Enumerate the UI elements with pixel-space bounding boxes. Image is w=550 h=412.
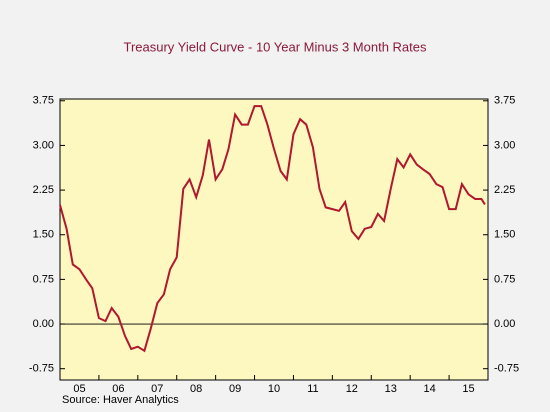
y2-tick-label: 0.00 [494, 318, 515, 330]
x-tick-label: 13 [385, 383, 397, 395]
y2-tick-label: 3.75 [494, 95, 515, 107]
series-line [59, 105, 486, 353]
x-tick-label: 08 [190, 383, 202, 395]
y2-tick-label: 2.25 [494, 184, 515, 196]
x-tick-label: 12 [346, 383, 358, 395]
y-tick-label: 3.75 [33, 95, 54, 107]
y-tick-label: -0.75 [29, 363, 54, 375]
x-tick-label: 06 [112, 383, 124, 395]
y2-tick-label: 0.75 [494, 273, 515, 285]
x-tick-label: 11 [307, 383, 318, 395]
y-tick-label: 0.75 [33, 273, 54, 285]
x-tick-label: 05 [73, 383, 85, 395]
x-tick-label: 07 [151, 383, 163, 395]
x-tick-label: 09 [229, 383, 241, 395]
y-tick-label: 1.50 [33, 229, 54, 241]
x-tick-label: 15 [462, 383, 474, 395]
y2-tick-label: 1.50 [494, 229, 515, 241]
plot-area [59, 98, 489, 381]
y2-tick-label: -0.75 [494, 363, 519, 375]
source-note: Source: Haver Analytics [62, 394, 179, 406]
x-tick-label: 14 [424, 383, 436, 395]
y-tick-label: 3.00 [33, 139, 54, 151]
y2-tick-label: 3.00 [494, 139, 515, 151]
y-tick-label: 2.25 [33, 184, 54, 196]
x-tick-label: 10 [268, 383, 280, 395]
y-tick-label: 0.00 [33, 318, 54, 330]
chart-title: Treasury Yield Curve - 10 Year Minus 3 M… [124, 39, 427, 54]
